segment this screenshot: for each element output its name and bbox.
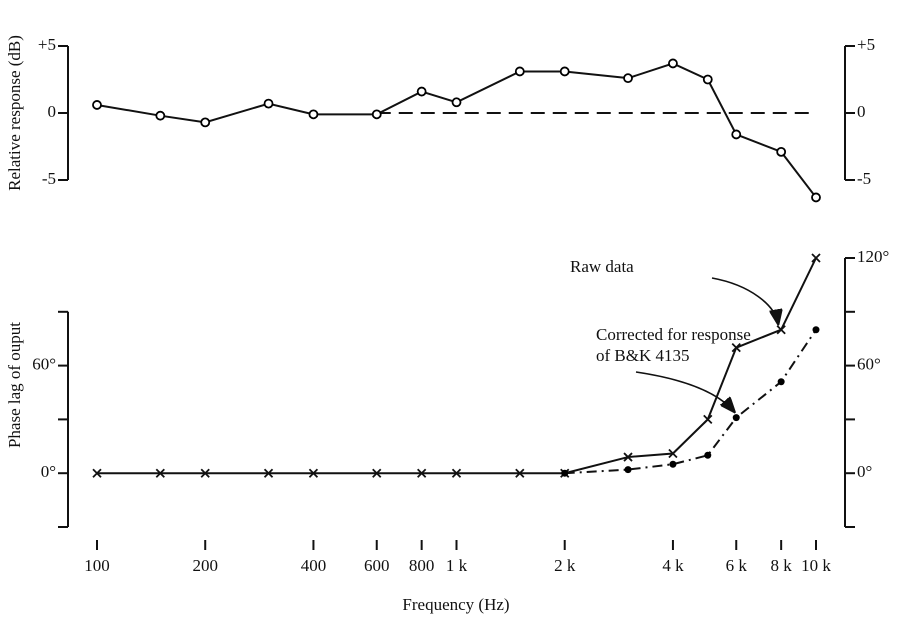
x-tick-label: 400 xyxy=(301,556,327,575)
series-line xyxy=(96,62,817,199)
marker xyxy=(669,460,677,468)
marker xyxy=(777,378,785,386)
y-tick-label: 60° xyxy=(32,355,56,374)
marker xyxy=(703,414,713,425)
marker xyxy=(561,469,569,477)
marker xyxy=(417,468,427,478)
y-tick-label: -5 xyxy=(42,169,56,188)
marker xyxy=(263,468,274,478)
marker xyxy=(668,448,678,459)
y-tick-label: 0° xyxy=(857,462,872,481)
marker xyxy=(624,466,632,474)
marker xyxy=(704,451,712,459)
marker xyxy=(155,468,165,478)
y-tick-label: 0° xyxy=(41,462,56,481)
marker xyxy=(668,58,678,69)
marker xyxy=(200,468,210,478)
x-tick-label: 4 k xyxy=(662,556,684,575)
annotation-arrow xyxy=(635,371,734,412)
marker xyxy=(732,414,740,422)
marker xyxy=(559,66,570,77)
marker xyxy=(623,452,633,462)
y-tick-label: +5 xyxy=(38,35,56,54)
marker xyxy=(451,97,462,108)
x-tick-label: 10 k xyxy=(801,556,831,575)
y-tick-label: +5 xyxy=(857,35,875,54)
marker xyxy=(776,146,787,157)
marker xyxy=(92,468,102,478)
x-tick-label: 600 xyxy=(364,556,390,575)
marker xyxy=(812,326,820,334)
y-tick-label: 60° xyxy=(857,355,881,374)
marker xyxy=(372,468,382,478)
marker xyxy=(702,74,713,85)
x-tick-label: 1 k xyxy=(446,556,468,575)
annotation: of B&K 4135 xyxy=(596,346,690,365)
series-line xyxy=(97,257,817,475)
annotation: Raw data xyxy=(570,257,634,276)
x-tick-label: 100 xyxy=(84,556,110,575)
x-tick-label: 2 k xyxy=(554,556,576,575)
y-tick-label: 0 xyxy=(857,102,866,121)
y-tick-label: 0 xyxy=(48,102,57,121)
marker xyxy=(200,117,211,128)
marker xyxy=(515,468,525,478)
marker xyxy=(623,73,633,84)
y-tick-label: 120° xyxy=(857,247,889,266)
marker xyxy=(92,100,102,110)
x-tick-label: 6 k xyxy=(726,556,748,575)
y-axis-label: Relative response (dB) xyxy=(5,35,24,191)
x-tick-label: 800 xyxy=(409,556,435,575)
y-axis-label: Phase lag of ouput xyxy=(5,322,24,448)
marker xyxy=(514,66,525,77)
marker xyxy=(371,109,382,120)
marker xyxy=(731,343,741,353)
marker xyxy=(776,325,786,335)
x-axis-label: Frequency (Hz) xyxy=(402,595,509,614)
marker xyxy=(811,253,821,263)
marker xyxy=(308,468,319,478)
annotation-arrow xyxy=(711,277,778,324)
marker xyxy=(811,192,821,203)
marker xyxy=(308,109,319,120)
annotation: Corrected for response xyxy=(596,325,751,344)
marker xyxy=(731,129,742,140)
x-tick-label: 200 xyxy=(192,556,218,575)
marker xyxy=(263,98,274,109)
marker xyxy=(451,468,462,478)
x-tick-label: 8 k xyxy=(771,556,793,575)
marker xyxy=(416,86,427,97)
y-tick-label: -5 xyxy=(857,169,871,188)
marker xyxy=(155,110,166,121)
